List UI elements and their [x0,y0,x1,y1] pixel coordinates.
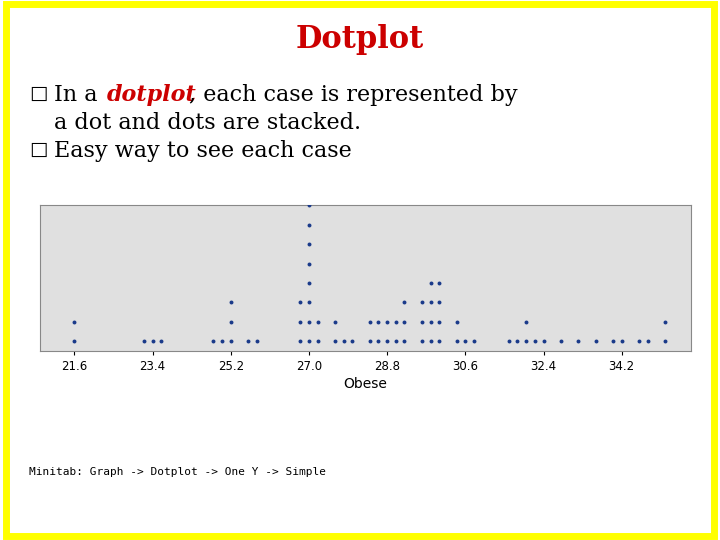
Point [303,337,315,346]
Text: Dotplot: Dotplot [296,24,424,55]
Point [225,318,236,326]
Point [147,337,158,346]
Point [68,318,80,326]
Point [634,337,645,346]
Text: dotplot: dotplot [107,84,197,106]
Point [68,337,80,346]
Point [303,201,315,210]
Point [329,318,341,326]
Point [303,318,315,326]
Point [416,337,428,346]
Point [433,318,445,326]
Point [251,337,263,346]
Text: a dot and dots are stacked.: a dot and dots are stacked. [54,112,361,134]
Point [468,337,480,346]
Point [364,337,376,346]
Point [138,337,150,346]
Point [303,240,315,248]
Point [590,337,601,346]
Point [399,318,410,326]
Point [303,298,315,307]
Point [207,337,219,346]
Point [555,337,567,346]
Text: □: □ [29,84,48,103]
Point [616,337,627,346]
Point [425,318,436,326]
Point [459,337,471,346]
Text: Statistics: Unlocking the Power of Data: Statistics: Unlocking the Power of Data [18,510,312,523]
Point [312,337,323,346]
Point [373,337,384,346]
Text: Minitab: Graph -> Dotplot -> One Y -> Simple: Minitab: Graph -> Dotplot -> One Y -> Si… [29,467,325,477]
Point [451,318,462,326]
Point [399,298,410,307]
Text: □: □ [29,140,48,159]
Point [390,337,402,346]
Point [303,259,315,268]
Point [572,337,584,346]
Point [303,279,315,287]
Text: In a: In a [54,84,104,106]
Point [433,337,445,346]
Point [512,337,523,346]
Point [364,318,376,326]
Point [390,318,402,326]
Point [433,298,445,307]
Point [521,337,532,346]
Point [216,337,228,346]
Point [425,337,436,346]
Point [294,298,306,307]
Point [303,181,315,190]
Point [538,337,549,346]
Point [329,337,341,346]
Point [303,220,315,229]
Point [503,337,515,346]
Point [660,318,671,326]
Point [607,337,618,346]
Point [156,337,167,346]
Point [642,337,654,346]
Point [425,279,436,287]
Point [346,337,358,346]
Point [225,337,236,346]
Point [451,337,462,346]
Point [382,318,393,326]
Text: Easy way to see each case: Easy way to see each case [54,140,352,163]
Point [425,298,436,307]
Point [338,337,349,346]
Text: , each case is represented by: , each case is represented by [189,84,517,106]
Point [243,337,254,346]
Point [416,318,428,326]
Point [294,337,306,346]
Point [529,337,541,346]
Point [373,318,384,326]
Point [521,318,532,326]
Point [433,279,445,287]
Point [294,318,306,326]
Point [382,337,393,346]
Text: Lock⁵: Lock⁵ [662,510,702,523]
Point [660,337,671,346]
Point [399,337,410,346]
Point [312,318,323,326]
X-axis label: Obese: Obese [343,377,387,391]
Point [416,298,428,307]
Point [225,298,236,307]
